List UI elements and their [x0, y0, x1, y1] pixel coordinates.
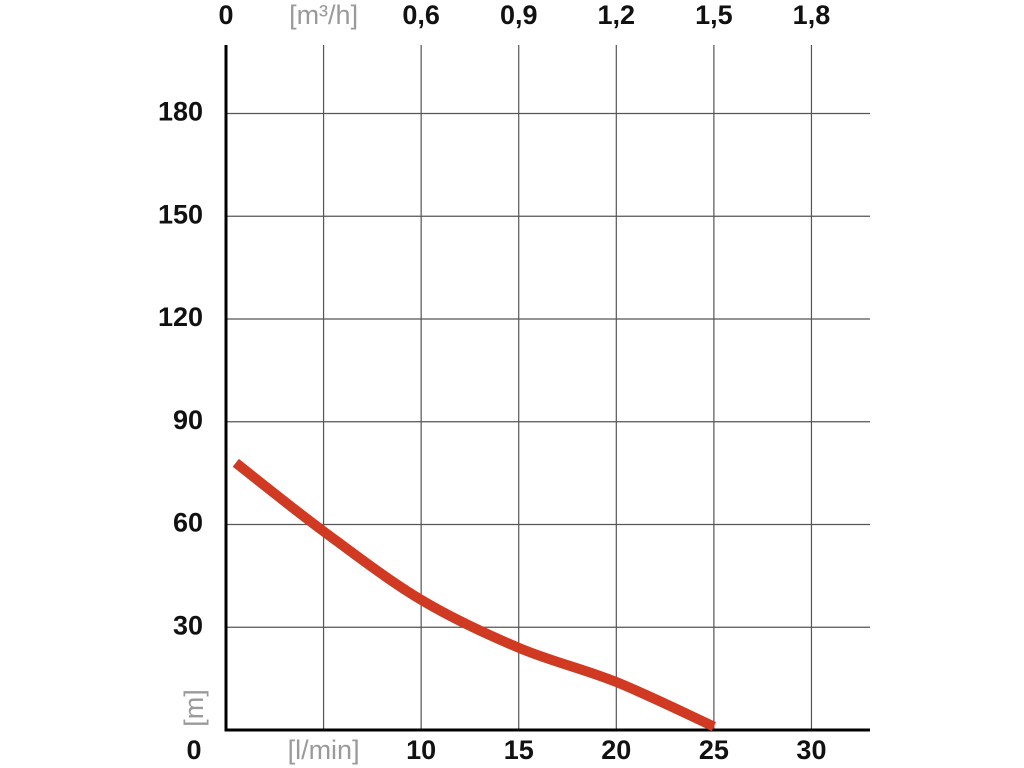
x2-tick-label: 1,2: [598, 0, 636, 30]
curve: [232, 458, 716, 732]
x-tick-label: 25: [699, 735, 729, 765]
x-tick-label: 15: [504, 735, 534, 765]
x2-tick-label: 0,6: [402, 0, 440, 30]
y-tick-label: 180: [158, 97, 203, 127]
y-axis-label: [m]: [179, 689, 209, 727]
x2-tick-label: [m³/h]: [289, 0, 358, 30]
x-tick-label: 30: [796, 735, 826, 765]
x2-tick-label: 1,5: [695, 0, 733, 30]
x-tick-label: [l/min]: [288, 735, 360, 765]
y-tick-label: 0: [186, 735, 201, 765]
x2-tick-label: 0,9: [500, 0, 538, 30]
y-tick-label: 60: [173, 508, 203, 538]
x-tick-label: 20: [601, 735, 631, 765]
x2-tick-label: 1,8: [793, 0, 831, 30]
y-tick-label: 90: [173, 405, 203, 435]
y-tick-label: 30: [173, 610, 203, 640]
y-tick-label: 120: [158, 302, 203, 332]
x2-tick-label: 0: [218, 0, 233, 30]
x-tick-label: 10: [406, 735, 436, 765]
y-tick-label: 150: [158, 199, 203, 229]
